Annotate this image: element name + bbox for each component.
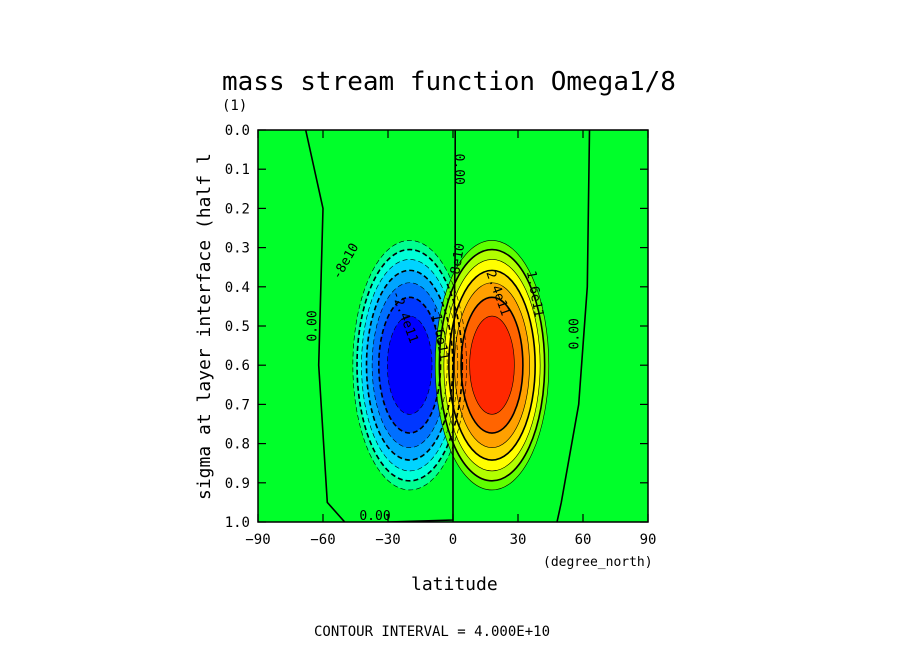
zero-contour-1 (304, 130, 346, 522)
contour-fill-layer (258, 130, 648, 522)
x-tick-label-3: 0 (449, 532, 457, 548)
x-tick-label-4: 30 (510, 532, 527, 548)
y-tick-label-3: 0.3 (225, 241, 250, 257)
plot-area (258, 130, 648, 522)
contour-line-cell1-level3 (443, 259, 541, 472)
contour-line-cell1-level7 (469, 315, 515, 415)
contour-label-7: 8e10 (448, 242, 468, 275)
x-axis-label: latitude (411, 574, 498, 595)
zero-contour-0 (387, 130, 456, 522)
contour-line-cell1-level6 (460, 296, 524, 434)
y-tick-label-10: 1.0 (225, 515, 250, 531)
chart-title: mass stream function Omega1/8 (222, 67, 676, 97)
contour-label-1: 0.00 (306, 310, 321, 341)
contour-line-cell0-level2 (356, 248, 464, 482)
y-tick-label-6: 0.6 (225, 358, 250, 374)
contour-line-cell1-level2 (438, 248, 546, 482)
y-tick-label-9: 0.9 (225, 476, 250, 492)
y-tick-label-8: 0.8 (225, 437, 250, 453)
y-tick-label-0: 0.0 (225, 123, 250, 139)
contour-label-3: 0.00 (359, 509, 390, 524)
y-tick-label-5: 0.5 (225, 319, 250, 335)
contour-line-cell1-level1 (434, 240, 550, 491)
x-tick-label-2: −30 (375, 532, 400, 548)
contour-line-layer (304, 130, 591, 522)
contour-line-cell1-level5 (454, 282, 530, 448)
contour-label-0: 0.00 (451, 154, 466, 185)
contour-interval: CONTOUR INTERVAL = 4.000E+10 (314, 624, 550, 640)
x-tick-label-0: −90 (245, 532, 270, 548)
y-tick-label-2: 0.2 (225, 201, 250, 217)
x-axis-units: (degree_north) (543, 555, 653, 570)
x-axis: −90 −60 −30 0 30 60 90 (245, 130, 656, 548)
x-tick-label-5: 60 (575, 532, 592, 548)
contour-label-2: 0.00 (568, 318, 583, 349)
zero-contour-2 (556, 130, 591, 522)
contour-line-cell0-level1 (352, 240, 467, 491)
y-tick-label-4: 0.4 (225, 280, 250, 296)
contour-fill-cell1-level7 (469, 316, 515, 415)
x-tick-label-1: −60 (310, 532, 335, 548)
y-tick-label-1: 0.1 (225, 162, 250, 178)
contour-line-cell0-level5 (371, 282, 448, 448)
x-tick-label-6: 90 (640, 532, 657, 548)
y-axis-label: sigma at layer interface (half l (194, 153, 215, 500)
contour-line-cell0-level7 (387, 315, 433, 415)
contour-line-cell1-level4 (448, 269, 536, 461)
contour-fill-cell0-level7 (387, 316, 433, 415)
contour-line-cell0-level3 (361, 259, 459, 472)
y-axis: 0.0 0.1 0.2 0.3 0.4 0.5 0.6 0.7 0.8 0.9 1.0 (225, 123, 648, 531)
y-tick-label-7: 0.7 (225, 397, 250, 413)
units-label: (1) (222, 98, 247, 114)
contour-line-cell0-level6 (377, 296, 442, 434)
